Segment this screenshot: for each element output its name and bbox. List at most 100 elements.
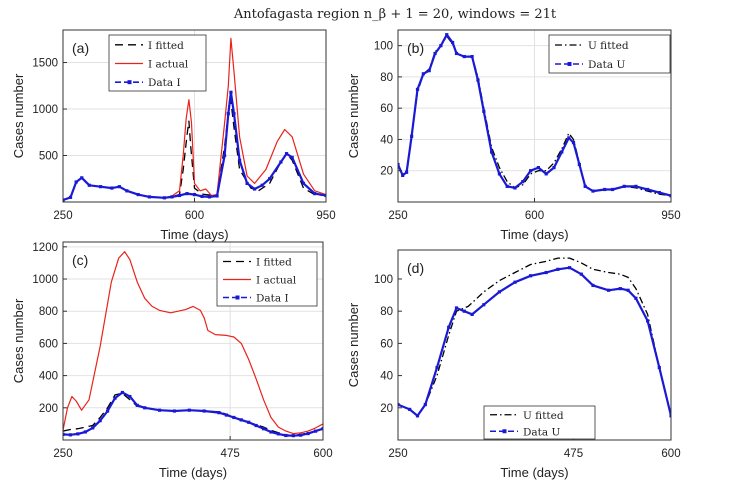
y-axis-label: Cases number (11, 73, 26, 158)
data-point (404, 170, 409, 174)
data-point (269, 430, 273, 434)
data-point (147, 195, 152, 199)
series-line (398, 266, 671, 418)
data-point (202, 409, 206, 413)
data-point (408, 407, 412, 412)
legend-label: U fitted (588, 40, 629, 52)
axes-frame (62, 241, 324, 441)
legend-marker (502, 429, 507, 434)
data-point (80, 176, 84, 180)
data-point (505, 184, 509, 188)
data-point (253, 187, 257, 191)
y-tick-label: 600 (39, 338, 58, 350)
panel-label: (d) (407, 260, 424, 276)
y-tick-label: 800 (39, 306, 58, 318)
data-point (301, 181, 306, 186)
legend-label: Data I (256, 293, 289, 305)
y-tick-label: 200 (39, 403, 58, 415)
data-point (68, 195, 73, 199)
data-point (513, 186, 517, 190)
data-point (91, 426, 95, 430)
data-point (410, 134, 414, 138)
y-tick-label: 40 (380, 371, 393, 383)
data-point (125, 189, 129, 193)
data-point (476, 78, 480, 82)
y-axis-label: Cases number (346, 302, 361, 387)
data-point (232, 415, 236, 420)
data-point (415, 87, 420, 92)
panel-label: (b) (407, 40, 424, 56)
data-point (113, 396, 117, 400)
data-point (435, 365, 439, 370)
data-point (646, 319, 650, 323)
y-tick-label: 40 (380, 134, 393, 146)
data-point (128, 394, 132, 399)
data-point (120, 390, 125, 395)
data-point (669, 414, 671, 418)
data-point (63, 198, 65, 202)
legend: I fitted I actual Data I (108, 34, 207, 92)
data-point (536, 166, 540, 170)
data-point (76, 432, 80, 436)
data-point (544, 270, 548, 275)
y-tick-label: 20 (380, 403, 393, 415)
data-point (172, 409, 177, 413)
data-point (254, 423, 258, 428)
x-tick-label: 250 (53, 448, 72, 460)
data-point (454, 306, 459, 310)
y-tick-label: 500 (39, 151, 58, 163)
data-point (321, 427, 323, 431)
data-point (324, 193, 326, 198)
axes-frame (397, 249, 672, 441)
data-point (217, 411, 221, 415)
data-point (497, 172, 501, 176)
data-point (567, 136, 571, 140)
data-point (634, 296, 638, 300)
series-line (398, 33, 671, 197)
data-point (454, 51, 459, 56)
data-point (284, 152, 289, 156)
x-tick-label: 600 (525, 210, 544, 222)
y-tick-label: 60 (380, 338, 393, 350)
y-tick-label: 1000 (32, 104, 58, 116)
data-point (622, 184, 626, 188)
legend-label: I actual (148, 59, 189, 71)
data-point (556, 267, 560, 271)
data-point (299, 433, 303, 437)
data-point (568, 266, 572, 270)
legend-box (548, 34, 671, 74)
data-point (433, 51, 437, 56)
data-point (245, 181, 249, 186)
series-line (63, 91, 326, 202)
data-point (87, 183, 91, 187)
data-point (143, 406, 147, 410)
x-axis-label: Time (days) (159, 465, 227, 480)
data-point (577, 162, 581, 167)
data-point (677, 424, 680, 427)
x-tick-label: 600 (185, 210, 204, 222)
data-point (626, 288, 630, 292)
legend-label: I fitted (148, 40, 184, 52)
data-point (669, 194, 671, 198)
data-point (544, 172, 548, 176)
y-axis-label: Cases number (346, 73, 361, 158)
x-axis-label: Time (days) (160, 227, 228, 242)
data-point (232, 112, 236, 116)
y-tick-label: 1200 (32, 242, 58, 254)
data-point (187, 408, 191, 412)
data-point (83, 430, 87, 434)
data-point (279, 160, 283, 164)
data-point (284, 433, 288, 438)
data-point (306, 431, 310, 436)
y-tick-label: 400 (39, 371, 58, 383)
data-point (135, 403, 139, 407)
legend: U fitted Data U (548, 34, 671, 74)
data-point (268, 177, 272, 181)
data-point (447, 325, 451, 329)
data-point (117, 185, 121, 189)
data-point (591, 283, 595, 288)
legend-label: Data U (523, 426, 560, 438)
data-point (98, 185, 103, 189)
data-point (552, 166, 556, 170)
